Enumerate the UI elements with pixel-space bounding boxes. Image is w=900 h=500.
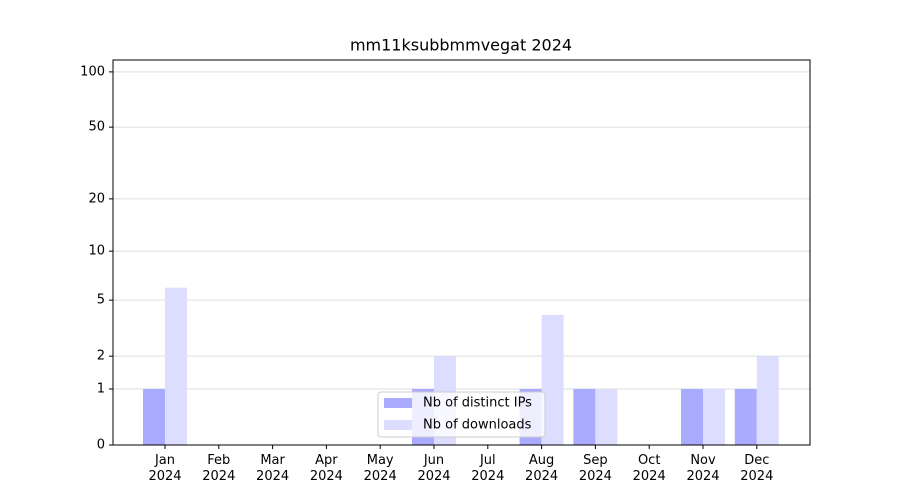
x-tick-label: Mar 2024: [256, 453, 290, 484]
bar: [143, 388, 165, 445]
x-tick-label: Nov 2024: [686, 453, 720, 484]
y-tick-label: 100: [80, 64, 105, 79]
x-tick-label: Sep 2024: [578, 453, 612, 484]
bar: [681, 388, 703, 445]
bar: [165, 287, 187, 445]
x-tick-label: Apr 2024: [309, 453, 343, 484]
bar: [756, 356, 779, 445]
bar: [573, 388, 596, 445]
legend-box: [377, 391, 546, 438]
y-tick-label: 10: [88, 244, 105, 259]
legend-label: Nb of distinct IPs: [423, 396, 532, 411]
x-tick-label: Jul 2024: [471, 453, 505, 484]
y-tick-label: 50: [88, 120, 105, 135]
x-tick-label: Jun 2024: [417, 453, 451, 484]
y-tick-label: 2: [97, 349, 105, 364]
bar: [541, 314, 564, 445]
x-tick-label: Dec 2024: [740, 453, 774, 484]
x-tick-label: Oct 2024: [632, 453, 666, 484]
legend-swatch: [384, 398, 412, 408]
y-tick-label: 5: [97, 293, 105, 308]
x-tick-label: Jan 2024: [148, 453, 182, 484]
bar: [595, 388, 618, 445]
legend-swatch: [384, 420, 412, 430]
bar: [734, 388, 757, 445]
bar: [703, 388, 725, 445]
x-tick-label: Feb 2024: [202, 453, 236, 484]
x-tick-label: Aug 2024: [525, 453, 559, 484]
x-tick-label: May 2024: [363, 453, 397, 484]
plot-frame: [112, 59, 811, 446]
y-tick-label: 1: [97, 381, 105, 396]
chart-title: mm11ksubbmmvegat 2024: [350, 36, 572, 55]
legend-label: Nb of downloads: [423, 418, 532, 433]
y-tick-label: 0: [97, 438, 105, 453]
y-tick-label: 20: [88, 191, 105, 206]
